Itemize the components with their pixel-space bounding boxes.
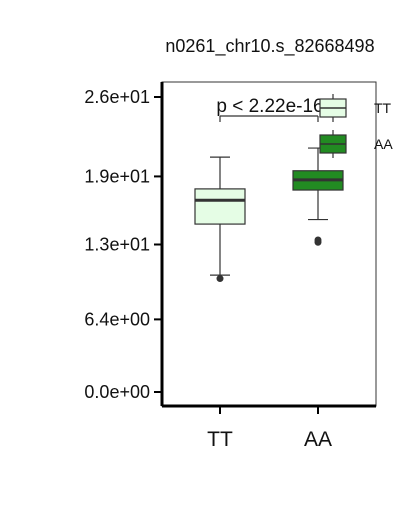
outlier-point-aa-1 — [315, 236, 322, 243]
outlier-point-tt-0 — [217, 275, 224, 282]
legend-label-aa: AA — [374, 136, 393, 152]
x-tick-label-0: TT — [207, 428, 233, 451]
x-tick-label-1: AA — [304, 428, 332, 451]
legend-label-tt: TT — [374, 100, 392, 116]
pvalue-annotation: p < 2.22e-16 — [216, 96, 323, 117]
plot-frame — [162, 82, 376, 406]
plot-area: 0.0e+00 6.4e+00 1.3e+01 1.9e+01 2.6e+01 TT AA p… — [84, 82, 393, 451]
y-tick-label-2: 1.3e+01 — [84, 235, 150, 255]
y-tick-label-0: 0.0e+00 — [84, 382, 150, 402]
y-tick-label-1: 6.4e+00 — [84, 309, 150, 329]
chart-title: n0261_chr10.s_82668498 — [165, 36, 374, 57]
y-tick-label-4: 2.6e+01 — [84, 87, 150, 107]
box-tt — [195, 189, 245, 224]
y-tick-label-3: 1.9e+01 — [84, 166, 150, 186]
